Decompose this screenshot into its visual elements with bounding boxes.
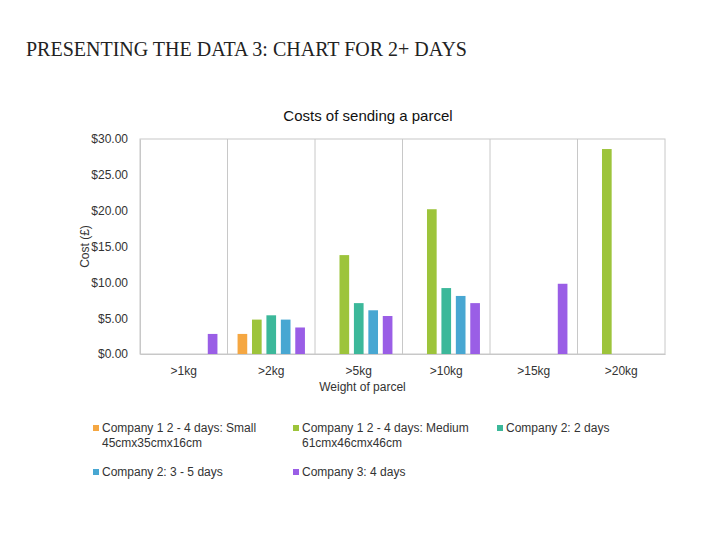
bar xyxy=(238,334,248,354)
x-tick-label: >1kg xyxy=(171,364,197,378)
y-tick: $5.00 xyxy=(98,312,140,326)
legend-label: Company 3: 4 days xyxy=(302,465,405,479)
x-tick: >20kg xyxy=(605,354,638,378)
category-separator xyxy=(315,139,316,354)
y-tick: $25.00 xyxy=(91,168,140,182)
y-tick-label: $0.00 xyxy=(98,347,128,361)
bar xyxy=(339,255,349,354)
x-tick-label: >2kg xyxy=(258,364,284,378)
legend-swatch xyxy=(293,425,299,431)
y-axis-line xyxy=(140,140,141,355)
bar xyxy=(456,296,466,354)
bar xyxy=(295,327,305,354)
y-tick-label: $5.00 xyxy=(98,312,128,326)
bar xyxy=(558,284,568,354)
slide-title: PRESENTING THE DATA 3: CHART FOR 2+ DAYS xyxy=(26,38,467,60)
x-tick: >5kg xyxy=(346,354,372,378)
y-tick: $15.00 xyxy=(91,240,140,254)
x-tick: >15kg xyxy=(517,354,550,378)
bar xyxy=(252,320,262,354)
legend-label: Company 2: 3 - 5 days xyxy=(102,465,223,479)
y-tick-label: $30.00 xyxy=(91,132,128,146)
x-tick-label: >15kg xyxy=(517,364,550,378)
y-tick: $20.00 xyxy=(91,204,140,218)
y-tick-label: $10.00 xyxy=(91,276,128,290)
legend: Company 1 2 - 4 days: Small45cmx35cmx16c… xyxy=(93,421,609,479)
x-axis: >1kg >2kg >5kg >10kg >15kg >20kg xyxy=(141,354,666,378)
y-tick: $10.00 xyxy=(91,276,140,290)
legend-item: Company 2: 2 days xyxy=(497,421,609,435)
chart-title: Costs of sending a parcel xyxy=(283,107,452,124)
legend-item: Company 1 2 - 4 days: Medium61cmx46cmx46… xyxy=(293,421,469,450)
legend-swatch xyxy=(497,425,503,431)
legend-swatch xyxy=(293,469,299,475)
x-axis-line xyxy=(141,354,666,355)
x-tick: >1kg xyxy=(171,354,197,378)
bar xyxy=(383,316,393,354)
x-tick: >10kg xyxy=(430,354,463,378)
x-tick-label: >5kg xyxy=(346,364,372,378)
y-tick: $30.00 xyxy=(91,132,140,146)
legend-label: Company 1 2 - 4 days: Small45cmx35cmx16c… xyxy=(102,421,256,450)
legend-item: Company 2: 3 - 5 days xyxy=(93,465,223,479)
bar xyxy=(470,303,480,354)
bar xyxy=(602,149,612,354)
x-axis-title: Weight of parcel xyxy=(319,380,406,394)
bar xyxy=(266,315,276,354)
category-separator xyxy=(577,139,578,354)
y-tick-label: $20.00 xyxy=(91,204,128,218)
chart: PRESENTING THE DATA 3: CHART FOR 2+ DAYS… xyxy=(0,0,720,540)
x-tick-label: >10kg xyxy=(430,364,463,378)
bar xyxy=(427,209,437,354)
legend-swatch xyxy=(93,469,99,475)
bar xyxy=(281,320,291,354)
bars xyxy=(208,149,612,354)
y-tick-label: $15.00 xyxy=(91,240,128,254)
bar xyxy=(354,303,364,354)
x-tick: >2kg xyxy=(258,354,284,378)
legend-label: Company 1 2 - 4 days: Medium61cmx46cmx46… xyxy=(302,421,469,450)
y-axis-title: Cost (£) xyxy=(78,225,92,268)
bar xyxy=(441,288,451,354)
y-tick: $0.00 xyxy=(98,347,140,361)
y-axis: $0.00 $5.00 $10.00 $15.00 $20.00 $25.00 $30.00 xyxy=(91,132,140,361)
plot-frame xyxy=(140,139,665,354)
x-tick-label: >20kg xyxy=(605,364,638,378)
legend-item: Company 3: 4 days xyxy=(293,465,405,479)
legend-item: Company 1 2 - 4 days: Small45cmx35cmx16c… xyxy=(93,421,256,450)
bar xyxy=(368,310,378,354)
legend-swatch xyxy=(93,425,99,431)
y-tick-label: $25.00 xyxy=(91,168,128,182)
category-separator xyxy=(490,139,491,354)
category-separator xyxy=(227,139,228,354)
bar xyxy=(208,334,218,354)
category-separator xyxy=(402,139,403,354)
legend-label: Company 2: 2 days xyxy=(506,421,609,435)
